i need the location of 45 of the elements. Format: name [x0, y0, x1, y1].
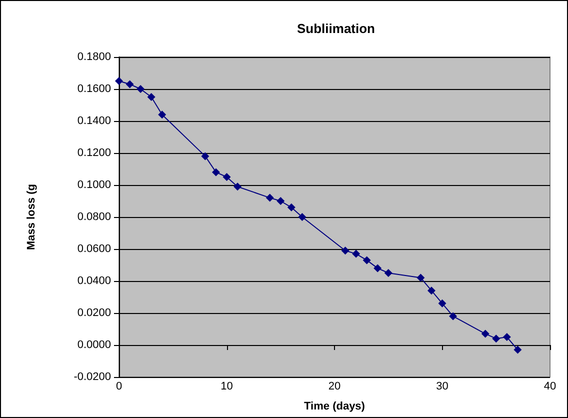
point: [136, 85, 145, 93]
point: [298, 213, 306, 221]
y-tick-label: 0.1600: [77, 83, 111, 95]
point: [514, 346, 522, 354]
point: [416, 274, 425, 282]
point: [502, 333, 511, 341]
point: [266, 194, 274, 202]
x-axis-title: Time (days): [304, 400, 366, 412]
x-tick-label: 20: [328, 380, 341, 392]
point: [287, 203, 296, 212]
x-tick-label: 40: [544, 380, 556, 392]
point: [201, 152, 210, 160]
y-tick-label: 0.0800: [77, 211, 111, 223]
chart-title: Subliimation: [297, 21, 376, 36]
point: [234, 182, 242, 191]
x-tick-label: 0: [116, 380, 122, 392]
x-tick-label: 30: [436, 380, 448, 392]
y-tick-label: 0.1400: [77, 115, 111, 127]
point: [115, 77, 123, 85]
point: [362, 256, 371, 264]
y-tick-label: 0.1000: [77, 179, 111, 191]
y-axis-title: Mass loss (g: [26, 184, 38, 250]
y-tick-label: 0.0600: [77, 243, 111, 255]
point: [352, 250, 360, 258]
point: [222, 173, 231, 181]
point: [147, 93, 156, 101]
y-tick-label: -0.0200: [74, 371, 111, 383]
x-tick-label: 10: [220, 380, 233, 392]
point: [276, 197, 285, 205]
point: [341, 246, 350, 255]
point: [492, 334, 500, 343]
y-tick-label: 0.0400: [77, 275, 111, 287]
y-tick-label: 0.0200: [77, 307, 111, 319]
y-tick-label: 0.0000: [77, 339, 111, 351]
point: [438, 299, 446, 308]
point: [427, 286, 436, 295]
point: [212, 168, 220, 176]
point: [158, 110, 166, 119]
y-tick-label: 0.1800: [77, 51, 111, 63]
y-tick-label: 0.1200: [77, 147, 111, 159]
point: [126, 80, 134, 88]
point: [481, 330, 490, 338]
point: [384, 269, 392, 277]
point: [449, 312, 458, 320]
point: [374, 264, 382, 272]
